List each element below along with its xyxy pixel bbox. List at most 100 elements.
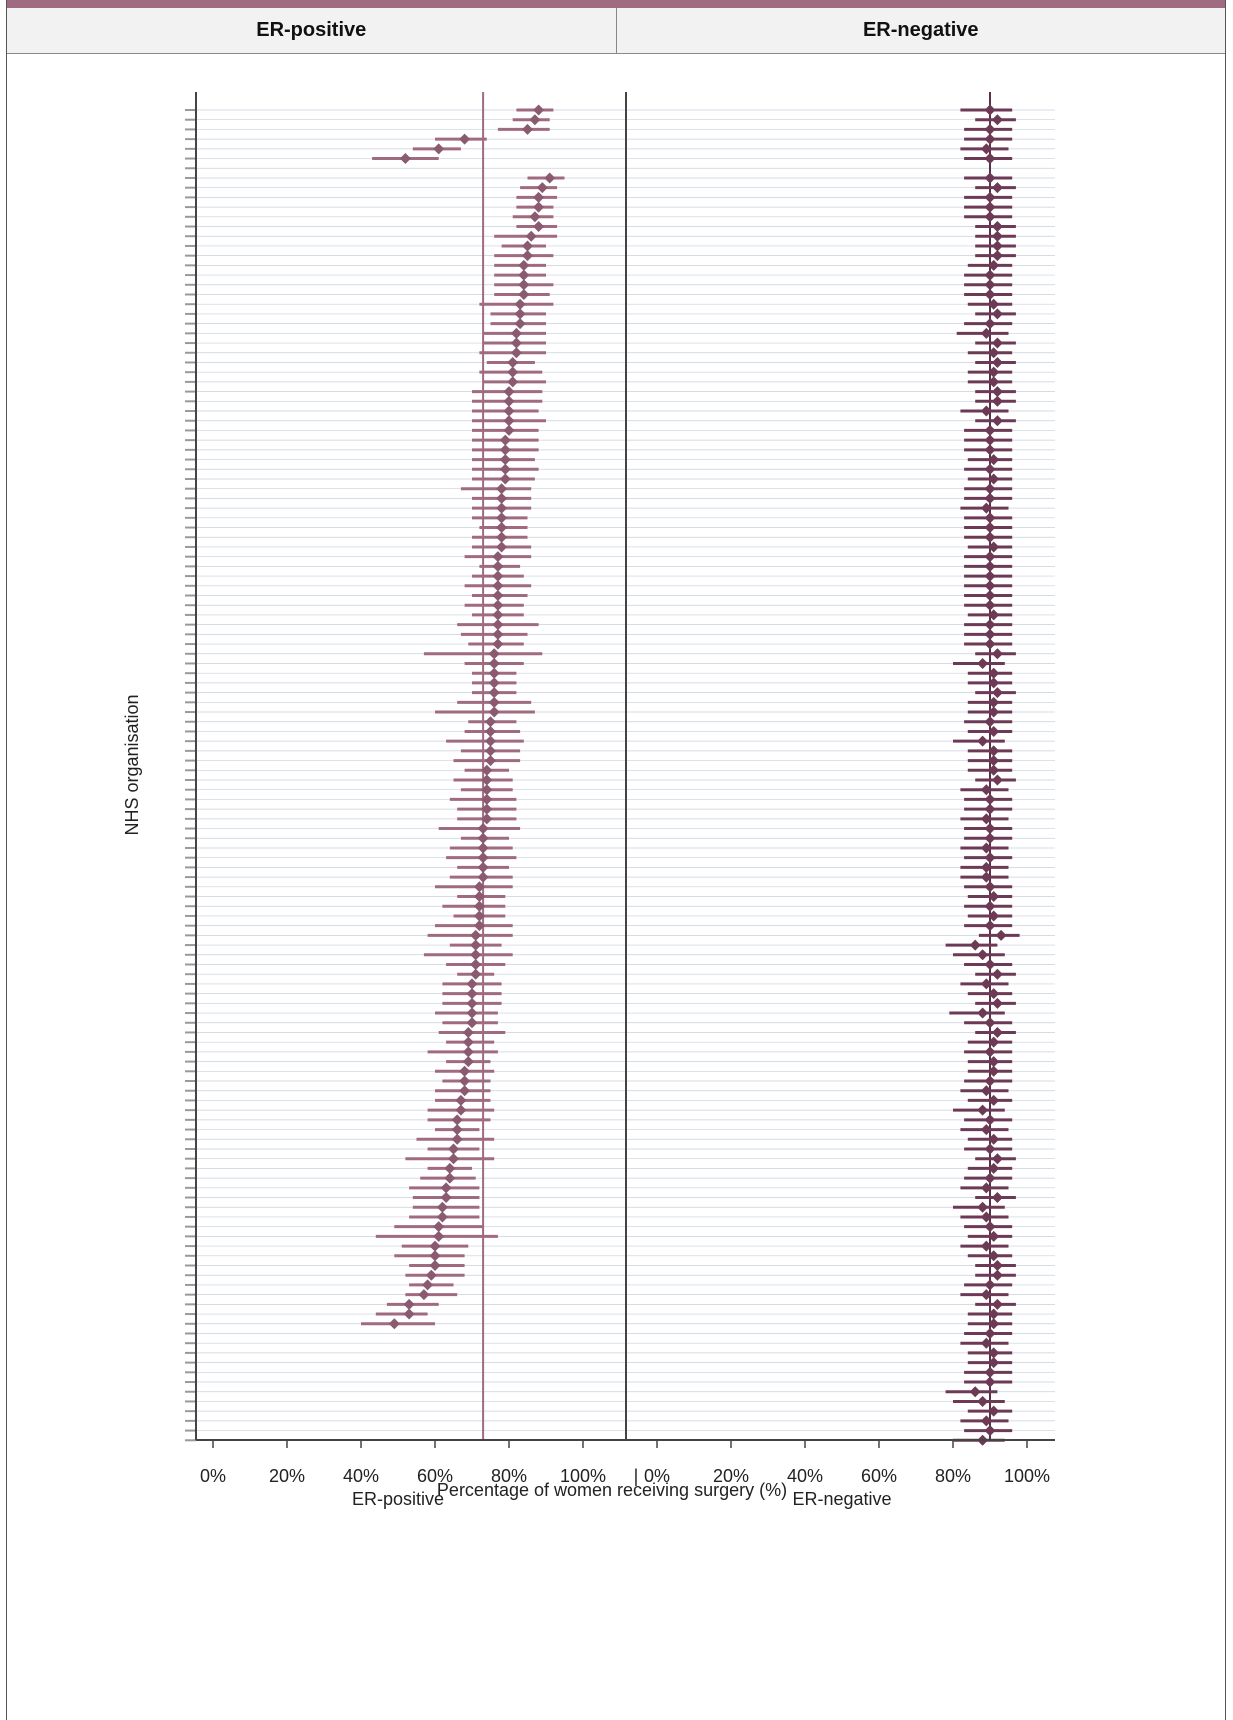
estimate-point bbox=[473, 920, 485, 932]
estimate-point bbox=[984, 1376, 996, 1388]
estimate-point bbox=[988, 454, 1000, 466]
estimate-point bbox=[984, 958, 996, 970]
estimate-point bbox=[518, 288, 530, 300]
header-accent-bar bbox=[7, 0, 1225, 8]
estimate-point bbox=[980, 327, 992, 339]
estimate-point bbox=[980, 143, 992, 155]
estimate-point bbox=[429, 1250, 441, 1262]
estimate-point bbox=[496, 512, 508, 524]
estimate-point bbox=[473, 881, 485, 893]
x-tick-label: 40% bbox=[343, 1466, 379, 1486]
estimate-point bbox=[488, 706, 500, 718]
x-tick-label: 40% bbox=[787, 1466, 823, 1486]
estimate-point bbox=[980, 1415, 992, 1427]
estimate-point bbox=[980, 1085, 992, 1097]
estimate-point bbox=[988, 347, 1000, 359]
estimate-point bbox=[991, 774, 1003, 786]
estimate-point bbox=[499, 473, 511, 485]
estimate-point bbox=[984, 823, 996, 835]
estimate-point bbox=[991, 250, 1003, 262]
estimate-point bbox=[440, 1182, 452, 1194]
estimate-point bbox=[470, 929, 482, 941]
estimate-point bbox=[984, 852, 996, 864]
estimate-point bbox=[473, 910, 485, 922]
estimate-point bbox=[980, 861, 992, 873]
estimate-point bbox=[991, 1298, 1003, 1310]
estimate-point bbox=[984, 444, 996, 456]
estimate-point bbox=[988, 988, 1000, 1000]
estimate-point bbox=[522, 250, 533, 262]
estimate-point bbox=[488, 657, 500, 669]
estimate-point bbox=[980, 1211, 992, 1223]
x-tick-label: 0% bbox=[644, 1466, 670, 1486]
estimate-point bbox=[984, 590, 996, 602]
estimate-point bbox=[529, 114, 541, 126]
axes: | bbox=[185, 92, 1055, 1486]
x-tick-label: 80% bbox=[935, 1466, 971, 1486]
estimate-point bbox=[991, 648, 1003, 660]
estimate-point bbox=[984, 881, 996, 893]
estimate-point bbox=[533, 201, 545, 213]
estimate-point bbox=[451, 1133, 463, 1145]
estimate-point bbox=[984, 153, 996, 165]
estimate-point bbox=[991, 395, 1003, 407]
estimate-point bbox=[429, 1260, 441, 1272]
estimate-point bbox=[984, 551, 996, 563]
estimate-point bbox=[496, 522, 508, 534]
estimate-point bbox=[984, 512, 996, 524]
estimate-point bbox=[984, 900, 996, 912]
estimate-point bbox=[533, 221, 545, 233]
estimate-point bbox=[984, 1114, 996, 1126]
estimate-point bbox=[984, 832, 996, 844]
estimate-point bbox=[980, 1289, 992, 1301]
estimate-point bbox=[459, 1075, 471, 1087]
panel-er-positive: 0% 20% 40% 60% 80% 100% ER-positive bbox=[200, 92, 606, 1509]
estimate-point bbox=[984, 1221, 996, 1233]
estimate-point bbox=[455, 1094, 467, 1106]
x-axis-label: Percentage of women receiving surgery (%… bbox=[437, 1480, 787, 1500]
estimate-point bbox=[991, 182, 1003, 194]
estimate-point bbox=[418, 1289, 430, 1301]
estimate-point bbox=[980, 978, 992, 990]
estimate-point bbox=[977, 1007, 989, 1019]
estimate-point bbox=[507, 376, 519, 388]
estimate-point bbox=[503, 415, 515, 427]
estimate-point bbox=[991, 230, 1003, 242]
estimate-point bbox=[492, 599, 504, 611]
estimate-point bbox=[525, 230, 537, 242]
estimate-point bbox=[977, 1201, 989, 1213]
table-frame: ER-positive ER-negative bbox=[6, 0, 1226, 1720]
estimate-point bbox=[980, 1124, 992, 1136]
estimate-point bbox=[980, 813, 992, 825]
estimate-point bbox=[984, 1279, 996, 1291]
estimate-point bbox=[503, 424, 515, 436]
estimate-point bbox=[492, 638, 504, 650]
estimate-point bbox=[988, 1065, 1000, 1077]
estimate-point bbox=[984, 803, 996, 815]
estimate-point bbox=[969, 939, 981, 951]
estimate-point bbox=[459, 1085, 471, 1097]
estimate-point bbox=[984, 580, 996, 592]
estimate-point bbox=[518, 279, 530, 291]
estimate-point bbox=[988, 1308, 1000, 1320]
estimate-point bbox=[451, 1114, 463, 1126]
estimate-point bbox=[984, 793, 996, 805]
estimate-point bbox=[984, 920, 996, 932]
estimate-point bbox=[477, 861, 489, 873]
estimate-point bbox=[984, 1017, 996, 1029]
estimate-point bbox=[507, 356, 519, 368]
estimate-point bbox=[459, 133, 471, 145]
estimate-point bbox=[988, 1318, 1000, 1330]
estimate-point bbox=[988, 1230, 1000, 1242]
estimate-point bbox=[488, 677, 500, 689]
estimate-point bbox=[485, 745, 496, 757]
estimate-point bbox=[984, 318, 996, 330]
estimate-point bbox=[477, 823, 489, 835]
estimate-point bbox=[980, 842, 992, 854]
estimate-point bbox=[980, 502, 992, 514]
estimate-point bbox=[529, 211, 541, 223]
estimate-point bbox=[988, 910, 1000, 922]
estimate-point bbox=[988, 376, 1000, 388]
estimate-point bbox=[470, 968, 482, 980]
estimate-point bbox=[518, 269, 530, 281]
